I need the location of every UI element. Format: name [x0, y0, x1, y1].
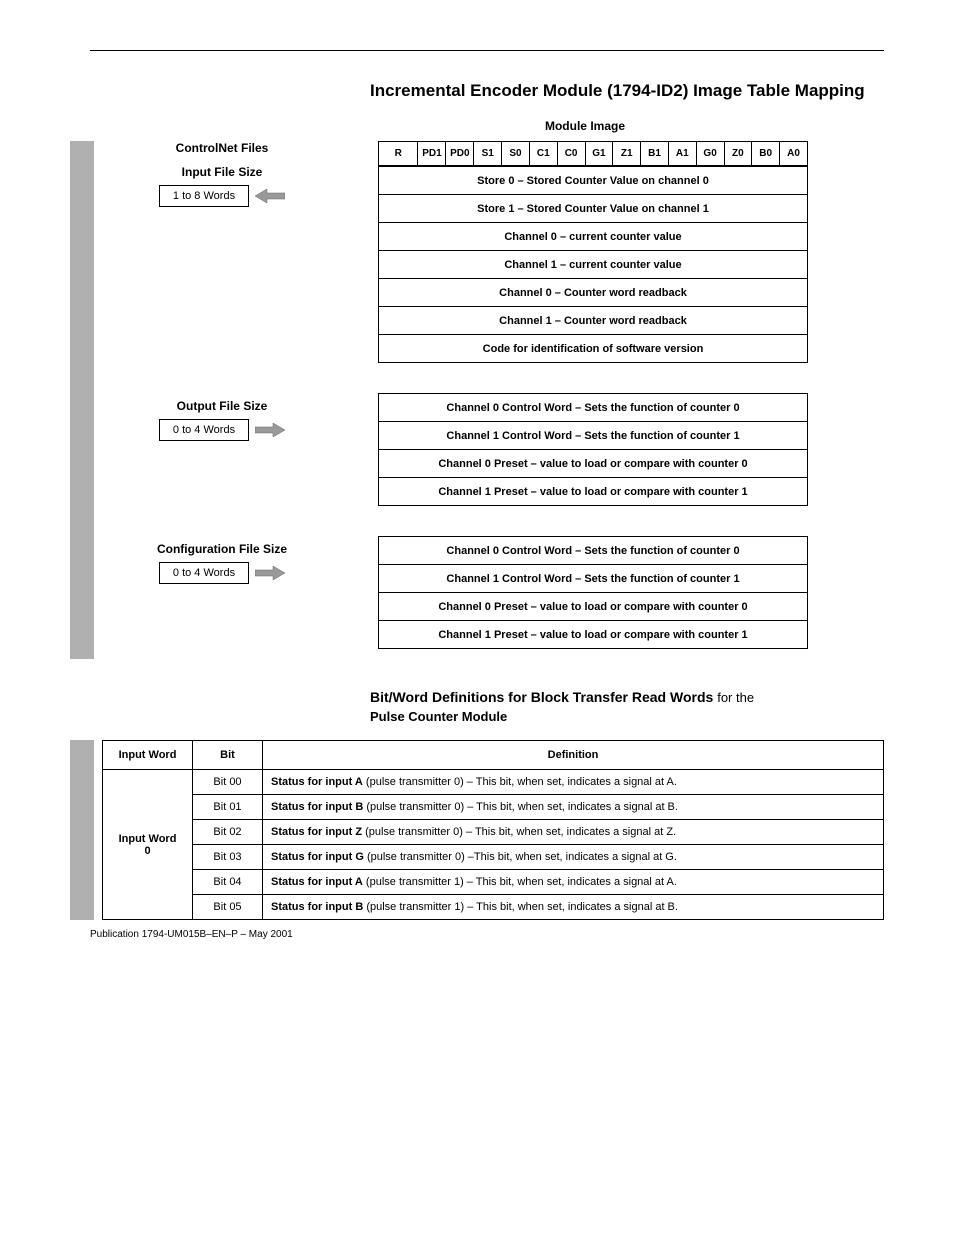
data-row-cell: Channel 1 Preset – value to load or comp… [379, 621, 808, 649]
data-row-cell: Channel 0 Preset – value to load or comp… [379, 593, 808, 621]
bit-header-cell: PD1 [418, 142, 446, 166]
bit-header-cell: S0 [502, 142, 530, 166]
data-row-cell: Channel 1 Control Word – Sets the functi… [379, 422, 808, 450]
input-fs-value: 1 to 8 Words [159, 185, 249, 207]
data-row-cell: Channel 0 Control Word – Sets the functi… [379, 537, 808, 565]
def-rest-span: (pulse transmitter 1) – This bit, when s… [363, 901, 678, 913]
main-title: Incremental Encoder Module (1794-ID2) Im… [370, 81, 884, 101]
bit-header-cell: Z0 [724, 142, 752, 166]
def-word-cell: Input Word 0 [103, 770, 193, 920]
def-text-cell: Status for input B (pulse transmitter 0)… [263, 795, 884, 820]
def-bit-cell: Bit 05 [193, 895, 263, 920]
config-left: Configuration File Size 0 to 4 Words [102, 536, 342, 584]
config-fs-value: 0 to 4 Words [159, 562, 249, 584]
data-row-cell: Channel 0 – current counter value [379, 223, 808, 251]
def-header-bit: Bit [193, 741, 263, 770]
output-fs-value: 0 to 4 Words [159, 419, 249, 441]
def-bit-cell: Bit 03 [193, 845, 263, 870]
arrow-right-icon [255, 421, 285, 439]
bit-header-cell: PD0 [446, 142, 474, 166]
bit-header-cell: S1 [474, 142, 502, 166]
def-title-line2: Pulse Counter Module [370, 709, 884, 724]
bit-header-cell: G1 [585, 142, 613, 166]
def-title: Bit/Word Definitions for Block Transfer … [370, 689, 884, 705]
def-bit-cell: Bit 00 [193, 770, 263, 795]
def-bold-span: Status for input Z [271, 826, 362, 838]
data-row-cell: Code for identification of software vers… [379, 335, 808, 363]
data-row-cell: Channel 1 Preset – value to load or comp… [379, 478, 808, 506]
def-bold-span: Status for input B [271, 901, 363, 913]
definitions-table: Input Word Bit Definition Input Word 0Bi… [102, 740, 884, 920]
def-bold-span: Status for input A [271, 776, 363, 788]
output-section-row: Output File Size 0 to 4 Words Channel 0 … [102, 393, 884, 506]
def-title-bold: Bit/Word Definitions for Block Transfer … [370, 689, 713, 705]
def-bold-span: Status for input G [271, 851, 364, 863]
config-fs-label: Configuration File Size [102, 542, 342, 556]
page: Incremental Encoder Module (1794-ID2) Im… [0, 0, 954, 980]
def-rest-span: (pulse transmitter 0) – This bit, when s… [363, 801, 678, 813]
output-fs-label: Output File Size [102, 399, 342, 413]
output-right-col: Channel 0 Control Word – Sets the functi… [378, 393, 884, 506]
output-fs-row: 0 to 4 Words [102, 419, 342, 441]
gray-sidebar [70, 141, 94, 659]
data-row-cell: Store 0 – Stored Counter Value on channe… [379, 167, 808, 195]
controlnet-left: ControlNet Files Input File Size 1 to 8 … [102, 141, 342, 207]
def-rest-span: (pulse transmitter 0) –This bit, when se… [364, 851, 677, 863]
config-right-col: Channel 0 Control Word – Sets the functi… [378, 536, 884, 649]
bit-header-cell: B1 [641, 142, 669, 166]
bit-header-cell: A0 [780, 142, 808, 166]
output-table: Channel 0 Control Word – Sets the functi… [378, 393, 808, 506]
output-left: Output File Size 0 to 4 Words [102, 393, 342, 441]
controlnet-label: ControlNet Files [102, 141, 342, 155]
bit-header-table: RPD1PD0S1S0C1C0G1Z1B1A1G0Z0B0A0 [378, 141, 808, 166]
def-text-cell: Status for input Z (pulse transmitter 0)… [263, 820, 884, 845]
data-row-cell: Channel 0 Preset – value to load or comp… [379, 450, 808, 478]
def-bit-cell: Bit 02 [193, 820, 263, 845]
data-row-cell: Channel 0 – Counter word readback [379, 279, 808, 307]
data-row-cell: Channel 1 – current counter value [379, 251, 808, 279]
footer: Publication 1794-UM015B–EN–P – May 2001 [90, 929, 293, 940]
def-text-cell: Status for input A (pulse transmitter 0)… [263, 770, 884, 795]
input-right-col: RPD1PD0S1S0C1C0G1Z1B1A1G0Z0B0A0 Store 0 … [378, 141, 884, 363]
module-image-label: Module Image [370, 119, 800, 133]
def-bold-span: Status for input A [271, 876, 363, 888]
data-row-cell: Channel 1 Control Word – Sets the functi… [379, 565, 808, 593]
input-section-row: ControlNet Files Input File Size 1 to 8 … [102, 141, 884, 363]
data-row-cell: Store 1 – Stored Counter Value on channe… [379, 195, 808, 223]
image-map-section: ControlNet Files Input File Size 1 to 8 … [70, 141, 884, 659]
def-bit-cell: Bit 04 [193, 870, 263, 895]
bit-header-cell: Z1 [613, 142, 641, 166]
def-text-cell: Status for input A (pulse transmitter 1)… [263, 870, 884, 895]
bit-header-cell: R [379, 142, 418, 166]
arrow-left-icon [255, 187, 285, 205]
def-rest-span: (pulse transmitter 0) – This bit, when s… [363, 776, 677, 788]
def-bit-cell: Bit 01 [193, 795, 263, 820]
bit-header-cell: B0 [752, 142, 780, 166]
config-fs-row: 0 to 4 Words [102, 562, 342, 584]
def-text-cell: Status for input G (pulse transmitter 0)… [263, 845, 884, 870]
def-text-cell: Status for input B (pulse transmitter 1)… [263, 895, 884, 920]
bit-header-cell: A1 [668, 142, 696, 166]
bit-header-cell: C0 [557, 142, 585, 166]
input-fs-row: 1 to 8 Words [102, 185, 342, 207]
def-rest-span: (pulse transmitter 1) – This bit, when s… [363, 876, 677, 888]
bit-header-cell: G0 [696, 142, 724, 166]
input-table: Store 0 – Stored Counter Value on channe… [378, 166, 808, 363]
def-bold-span: Status for input B [271, 801, 363, 813]
def-section: Input Word Bit Definition Input Word 0Bi… [70, 740, 884, 920]
input-fs-label: Input File Size [102, 165, 342, 179]
config-table: Channel 0 Control Word – Sets the functi… [378, 536, 808, 649]
top-rule [90, 50, 884, 51]
arrow-right-icon [255, 564, 285, 582]
gray-sidebar-2 [70, 740, 94, 920]
config-section-row: Configuration File Size 0 to 4 Words Cha… [102, 536, 884, 649]
def-title-norm: for the [717, 690, 754, 705]
def-header-word: Input Word [103, 741, 193, 770]
def-header-definition: Definition [263, 741, 884, 770]
data-row-cell: Channel 0 Control Word – Sets the functi… [379, 394, 808, 422]
data-row-cell: Channel 1 – Counter word readback [379, 307, 808, 335]
image-map-content: ControlNet Files Input File Size 1 to 8 … [102, 141, 884, 659]
def-rest-span: (pulse transmitter 0) – This bit, when s… [362, 826, 676, 838]
bit-header-cell: C1 [529, 142, 557, 166]
